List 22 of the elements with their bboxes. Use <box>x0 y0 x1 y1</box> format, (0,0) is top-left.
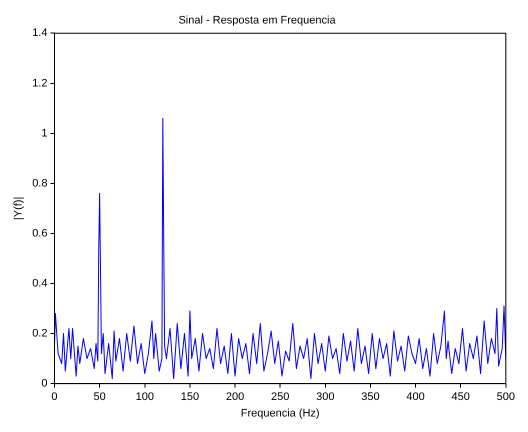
x-tick-label: 450 <box>452 391 470 404</box>
y-tick-label: 1 <box>41 127 48 140</box>
x-tick-label: 200 <box>226 391 244 404</box>
y-axis-title: |Y(f)| <box>12 196 25 220</box>
y-tick-label: 0.8 <box>32 177 48 190</box>
x-tick-label: 0 <box>51 391 58 404</box>
x-tick-label: 50 <box>94 391 106 404</box>
x-tick-label: 350 <box>361 391 380 404</box>
chart-title: Sinal - Resposta em Frequencia <box>178 14 336 27</box>
x-tick-label: 150 <box>180 391 200 404</box>
y-tick-label: 0.4 <box>32 278 48 290</box>
x-tick-label: 100 <box>136 391 154 404</box>
y-tick-label: 0.2 <box>32 328 48 340</box>
y-tick-label: 1.4 <box>32 27 48 40</box>
x-axis-title: Frequencia (Hz) <box>240 407 320 420</box>
x-tick-label: 500 <box>496 391 516 404</box>
x-tick-label: 300 <box>316 391 334 404</box>
y-tick-label: 1.2 <box>32 77 48 90</box>
y-tick-label: 0 <box>41 378 48 390</box>
y-tick-label: 0.6 <box>32 227 48 240</box>
x-tick-label: 250 <box>270 391 290 404</box>
x-tick-label: 400 <box>406 391 425 404</box>
